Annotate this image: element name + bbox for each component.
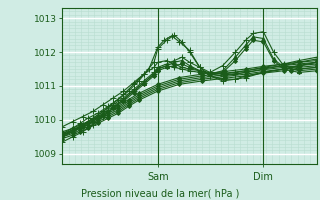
Text: Pression niveau de la mer( hPa ): Pression niveau de la mer( hPa ) xyxy=(81,188,239,198)
